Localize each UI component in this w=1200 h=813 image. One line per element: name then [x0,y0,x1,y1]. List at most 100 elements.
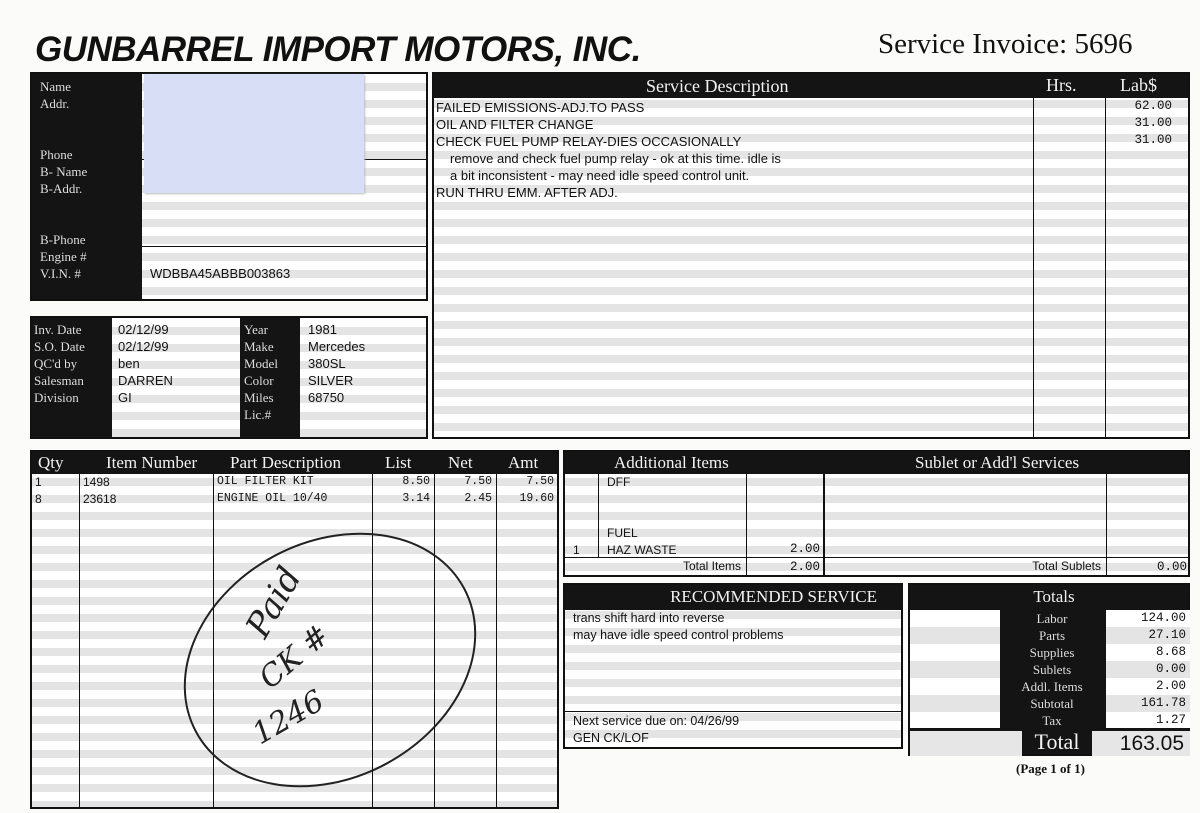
header-service-description: Service Description [646,76,789,96]
label-phone: Phone [40,147,73,162]
service-line: RUN THRU EMM. AFTER ADJ. [436,185,618,200]
company-name: GUNBARREL IMPORT MOTORS, INC. [35,30,641,69]
subtotal: 161.78 [1140,696,1186,710]
tax: 1.27 [1155,713,1186,727]
header-totals: Totals [1033,587,1075,606]
recommendation: may have idle speed control problems [573,628,784,642]
grand-total: 163.05 [1092,731,1190,756]
label-inv-date: Inv. Date [34,322,82,337]
label-b-name: B- Name [40,164,88,179]
customer-labels: Name Addr. Phone B- Name B-Addr. B-Phone… [32,74,142,299]
label-parts: Parts [1039,628,1065,643]
label-tax: Tax [1042,713,1062,728]
redaction-sticker [144,74,364,193]
total-items-label: Total Items [682,559,741,573]
label-sublets: Sublets [1032,662,1072,677]
net-price: 2.45 [464,492,492,505]
header-item-number: Item Number [106,453,198,472]
part-description: OIL FILTER KIT [217,475,314,488]
amount: 7.50 [526,475,554,488]
label-color: Color [244,373,274,388]
service-line: CHECK FUEL PUMP RELAY-DIES OCCASIONALLY [436,134,742,149]
header-part-description: Part Description [230,453,341,472]
label-addl-items: Addl. Items [1021,679,1083,694]
parts-total: 27.10 [1148,628,1186,642]
recommendation: trans shift hard into reverse [573,611,725,625]
label-b-addr: B-Addr. [40,181,83,196]
label-salesman: Salesman [34,373,84,388]
header-sublet: Sublet or Add'l Services [915,453,1080,472]
label-addr: Addr. [40,96,70,111]
salesman: DARREN [118,373,173,388]
additional-item-desc: FUEL [607,526,638,540]
addl-items-total: 2.00 [1155,679,1186,693]
additional-item-desc: DFF [607,475,631,489]
header-list: List [385,453,412,472]
vehicle-info-box: Inv. Date S.O. Date QC'd by Salesman Div… [30,316,428,439]
handwriting-check-number: 1246 [247,683,331,751]
label-supplies: Supplies [1029,645,1075,660]
label-division: Division [34,390,79,405]
service-lab: 31.00 [1134,116,1172,130]
amount: 19.60 [519,492,554,505]
color: SILVER [308,373,354,388]
label-qc: QC'd by [34,356,78,371]
totals-box: Totals Labor Parts Supplies Sublets Addl… [908,583,1190,756]
label-subtotal: Subtotal [1030,696,1074,711]
header-qty: Qty [38,453,64,472]
page-indicator: (Page 1 of 1) [1016,761,1085,776]
label-name: Name [40,79,72,94]
part-description: ENGINE OIL 10/40 [217,492,328,505]
division: GI [118,390,132,405]
next-service-date: Next service due on: 04/26/99 [573,714,740,728]
label-model: Model [244,356,278,371]
item-number: 23618 [83,492,117,506]
recommended-service-box: RECOMMENDED SERVICE trans shift hard int… [563,583,903,749]
service-lab: 62.00 [1134,99,1172,113]
qty: 8 [35,492,42,506]
additional-item-qty: 1 [573,543,580,557]
label-lic: Lic.# [244,407,272,422]
label-miles: Miles [244,390,274,405]
label-year: Year [244,322,268,337]
item-number: 1498 [83,475,110,489]
header-hrs: Hrs. [1046,75,1077,95]
model: 380SL [308,356,346,371]
year: 1981 [308,322,337,337]
handwritten-payment-note: Paid CK # 1246 [183,532,477,788]
invoice-number: Service Invoice: 5696 [878,28,1133,60]
total-sublets-value: 0.00 [1156,560,1187,574]
service-line: FAILED EMISSIONS-ADJ.TO PASS [436,100,645,115]
make: Mercedes [308,339,366,354]
header-recommended: RECOMMENDED SERVICE [565,585,901,610]
service-description-box: Service Description Hrs. Lab$ FAILED EMI… [432,72,1190,439]
header-lab: Lab$ [1120,75,1157,95]
miles: 68750 [308,390,345,405]
supplies-total: 8.68 [1155,645,1186,659]
additional-item-amount: 2.00 [789,542,820,556]
service-line: OIL AND FILTER CHANGE [436,117,594,132]
additional-item-desc: HAZ WASTE [607,543,677,557]
customer-box: Name Addr. Phone B- Name B-Addr. B-Phone… [30,72,428,301]
net-price: 7.50 [464,475,492,488]
label-engine: Engine # [40,249,87,264]
qty: 1 [35,475,42,489]
header-net: Net [448,453,473,472]
label-so-date: S.O. Date [34,339,85,354]
qc-by: ben [118,356,140,371]
total-sublets-label: Total Sublets [1032,559,1101,573]
label-labor: Labor [1036,611,1068,626]
vin-value: WDBBA45ABBB003863 [150,266,291,281]
service-note: a bit inconsistent - may need idle speed… [450,168,750,183]
service-note: remove and check fuel pump relay - ok at… [450,151,781,166]
service-lab: 31.00 [1134,133,1172,147]
header-amt: Amt [508,453,539,472]
sublets-total: 0.00 [1155,662,1186,676]
parts-row: 1 1498 OIL FILTER KIT 8.50 7.50 7.50 [32,475,559,492]
so-date: 02/12/99 [118,339,169,354]
list-price: 8.50 [402,475,430,488]
header-additional-items: Additional Items [614,453,729,472]
list-price: 3.14 [402,492,430,505]
inv-date: 02/12/99 [118,322,169,337]
label-make: Make [244,339,274,354]
